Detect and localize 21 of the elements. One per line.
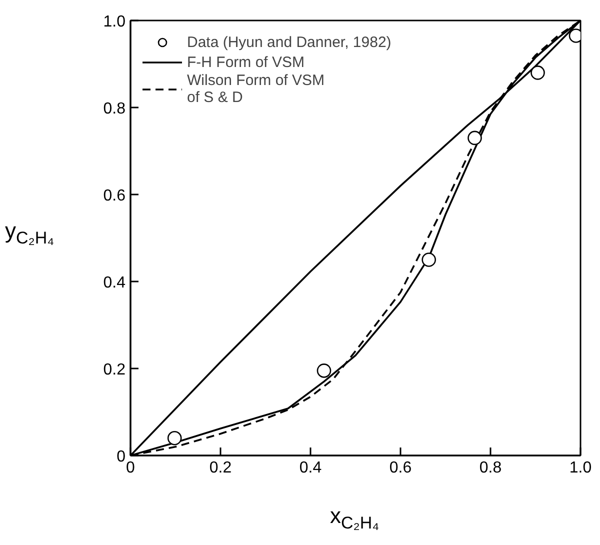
x-tick-label: 0.6 (389, 460, 412, 476)
y-tick-label: 0 (116, 448, 126, 466)
point (167, 430, 182, 446)
y-tick-label: 0.2 (103, 362, 126, 378)
x-axis-title: x$_{C₂H₄}$ (330, 502, 380, 534)
y-tick-label: 0.4 (103, 274, 126, 292)
legend-label: F-H Form of VSM (187, 54, 305, 70)
point (468, 130, 482, 146)
legend-label: Wilson Form of VSM of S & D (187, 72, 325, 106)
x-tick-label: 1.0 (569, 460, 592, 476)
point (422, 252, 436, 267)
point (530, 66, 545, 80)
x-tick-label: 0.8 (479, 460, 502, 476)
x-tick-label: 0.4 (299, 460, 322, 476)
y-axis-title: y$_{C₂H₄}$ (5, 217, 54, 250)
y-tick-label: 1.0 (103, 14, 126, 30)
legend-label: Data (Hyun and Danner, 1982) (187, 34, 392, 50)
x-tick-label: 0.2 (209, 460, 232, 476)
point (316, 364, 332, 378)
y-tick-label: 0.8 (103, 100, 126, 118)
y-tick-label: 0.6 (103, 188, 126, 204)
